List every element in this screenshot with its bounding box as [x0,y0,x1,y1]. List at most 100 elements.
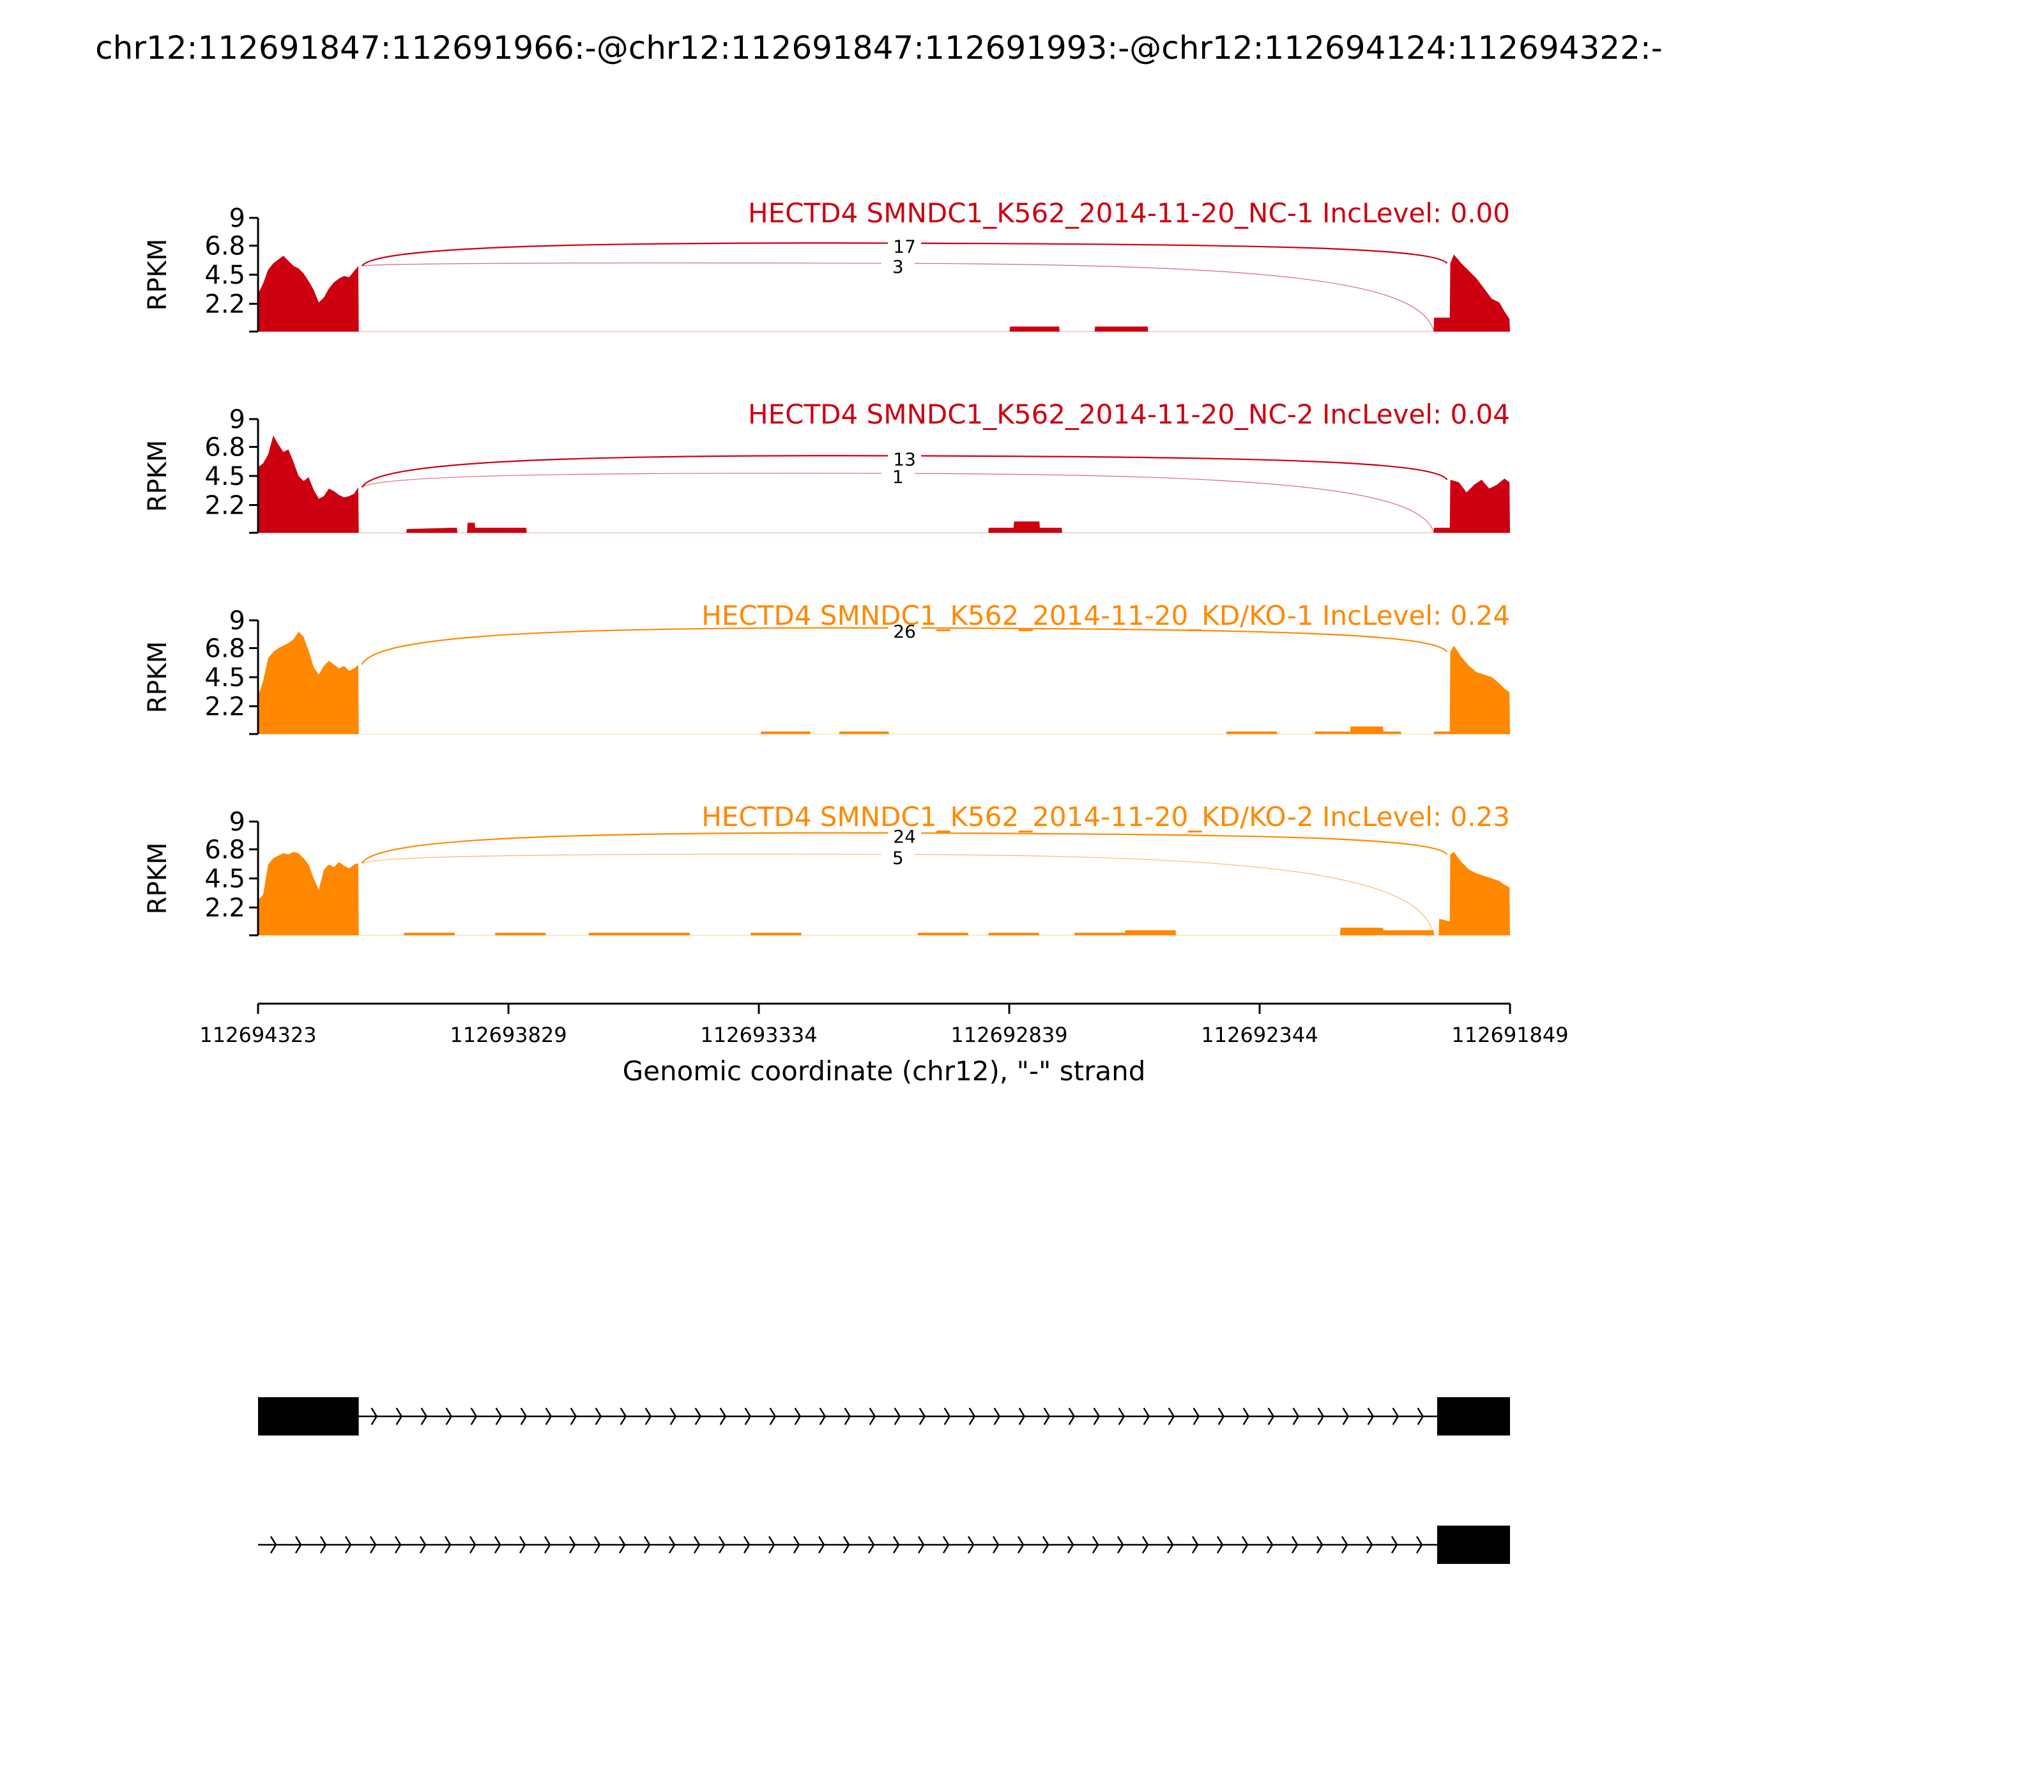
strand-arrow [1392,1407,1400,1425]
junction-count: 24 [893,826,916,847]
strand-arrow [643,1536,651,1554]
strand-arrow [993,1407,1001,1425]
strand-arrow [1093,1407,1101,1425]
y-tick-label: 4.5 [204,864,245,894]
strand-arrow [1391,1536,1398,1554]
junction-count: 17 [893,236,916,257]
strand-arrow [1068,1407,1076,1425]
y-tick-label: 2.2 [204,289,245,319]
strand-arrow [445,1407,453,1425]
strand-arrow [1316,1536,1323,1554]
strand-arrow [593,1536,601,1554]
strand-arrow [1067,1536,1074,1554]
track-label: HECTD4 SMNDC1_K562_2014-11-20_KD/KO-1 In… [701,600,1510,631]
strand-arrow [370,1407,378,1425]
track-4: 245 96.84.52.2 RPKM HECTD4 SMNDC1_K562_2014… [143,801,1510,937]
strand-arrow [494,1536,501,1554]
junction-count-box [888,827,922,846]
strand-arrow [1341,1536,1348,1554]
y-tick-label: 9 [229,808,245,837]
strand-arrow [520,1407,528,1425]
x-tick-label: 112692344 [1201,1023,1318,1047]
strand-arrow [669,1407,677,1425]
strand-arrow [344,1536,352,1554]
junction-count: 26 [893,621,916,642]
junction-count: 1 [892,466,904,487]
strand-arrow [519,1536,526,1554]
strand-arrow [395,1407,403,1425]
strand-arrow [719,1407,727,1425]
x-tick-label: 112693334 [700,1023,817,1047]
x-tick-label: 112691849 [1451,1023,1568,1047]
strand-arrow [768,1536,775,1554]
strand-arrow [919,1407,926,1425]
track-3: 26 96.84.52.2 RPKM HECTD4 SMNDC1_K562_2014-… [143,600,1510,735]
strand-arrow [644,1407,652,1425]
strand-arrow [743,1536,751,1554]
strand-arrow [470,1407,478,1425]
coverage-area [258,631,1510,734]
strand-arrow [568,1536,576,1554]
strand-arrow [420,1407,428,1425]
junction-count: 5 [892,847,904,868]
strand-arrow [1042,1536,1049,1554]
strand-arrow [319,1536,327,1554]
junction-count: 3 [892,256,904,277]
x-tick-label: 112694323 [199,1023,316,1047]
strand-arrow [1317,1407,1325,1425]
y-tick-label: 2.2 [204,692,245,721]
y-tick-label: 4.5 [204,261,245,290]
exon-block [1437,1397,1510,1436]
strand-arrow [1366,1536,1373,1554]
strand-arrow [620,1407,627,1425]
junction-count-box [888,622,922,641]
y-axis-label: RPKM [143,440,172,512]
strand-arrow [793,1536,800,1554]
junction-count-box [881,257,915,277]
junction-count-box [881,468,915,487]
track-1: 173 96.84.52.2 RPKM HECTD4 SMNDC1_K562_2014… [143,197,1510,333]
strand-arrow [270,1536,277,1554]
strand-arrow [1193,1407,1200,1425]
strand-arrow [769,1407,777,1425]
strand-arrow [1017,1536,1025,1554]
strand-arrow [892,1536,900,1554]
strand-arrow [967,1536,975,1554]
strand-arrow [843,1536,850,1554]
strand-arrow [1367,1407,1375,1425]
exon-block [258,1397,359,1436]
strand-arrow [1266,1536,1274,1554]
strand-arrow [545,1407,553,1425]
strand-arrow [1118,1407,1125,1425]
x-tick-label: 112693829 [450,1023,567,1047]
strand-arrow [818,1536,825,1554]
track-label: HECTD4 SMNDC1_K562_2014-11-20_KD/KO-2 In… [701,801,1510,832]
strand-arrow [942,1536,950,1554]
y-tick-label: 6.8 [204,836,245,865]
strand-arrow [744,1407,752,1425]
strand-arrow [819,1407,827,1425]
strand-arrow [1342,1407,1350,1425]
strand-arrow [943,1407,951,1425]
strand-arrow [1043,1407,1051,1425]
strand-arrow [369,1536,377,1554]
y-tick-label: 4.5 [204,462,245,491]
strand-arrow [917,1536,925,1554]
strand-arrow [968,1407,976,1425]
strand-arrow [495,1407,503,1425]
strand-arrow [1143,1407,1150,1425]
y-tick-label: 6.8 [204,634,245,664]
y-tick-label: 9 [229,606,245,636]
junction-count-box [888,237,922,257]
strand-arrow [595,1407,602,1425]
strand-arrow [618,1536,626,1554]
junction-count-box [888,450,922,470]
x-tick-label: 112692839 [950,1023,1067,1047]
junction-count: 13 [893,448,916,470]
strand-arrow [1018,1407,1026,1425]
track-label: HECTD4 SMNDC1_K562_2014-11-20_NC-1 IncLe… [748,197,1510,229]
x-axis-label: Genomic coordinate (chr12), "-" strand [623,1055,1146,1087]
y-tick-label: 4.5 [204,663,245,693]
